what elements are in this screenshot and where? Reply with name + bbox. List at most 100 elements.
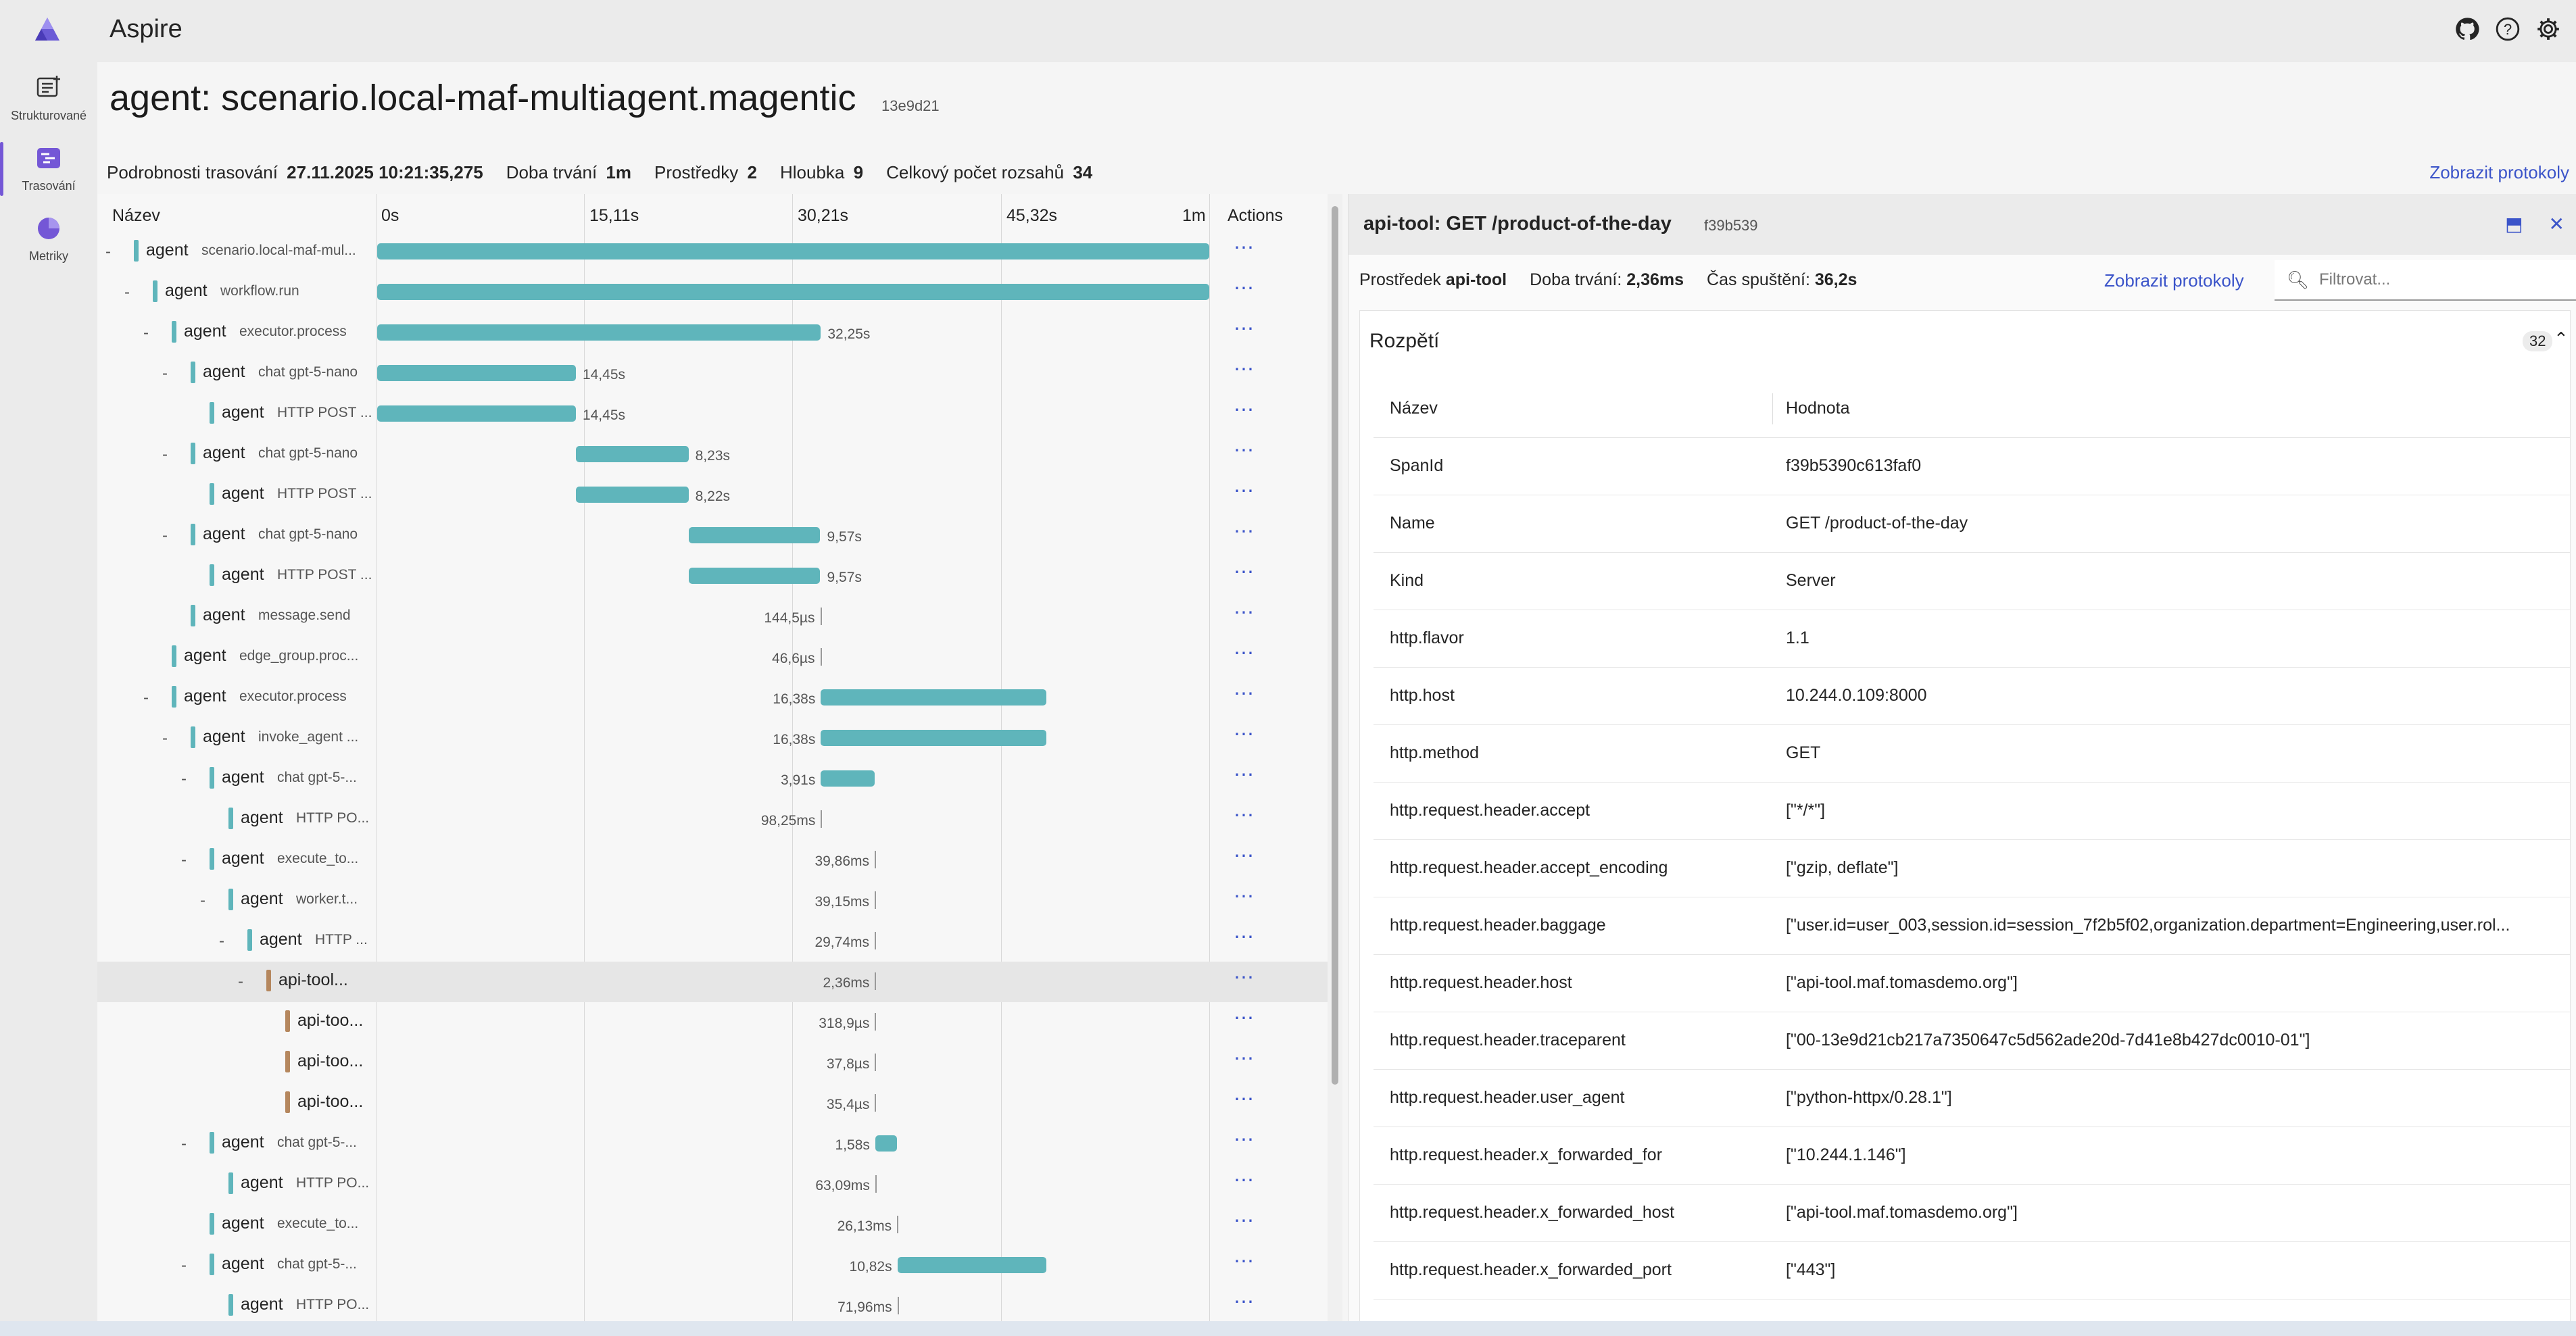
- name-column-header[interactable]: Název: [1390, 399, 1438, 418]
- more-actions-button[interactable]: ⋯: [1234, 1210, 1255, 1232]
- span-duration-bar[interactable]: [897, 1257, 1047, 1273]
- filter-input[interactable]: [2318, 268, 2564, 291]
- span-duration-tick[interactable]: [875, 1013, 877, 1031]
- scrollbar-thumb[interactable]: [1332, 206, 1338, 1085]
- attribute-row[interactable]: http.request.header.user_agent ["python-h…: [1374, 1069, 2570, 1127]
- span-duration-tick[interactable]: [821, 810, 823, 828]
- span-duration-bar[interactable]: [377, 365, 576, 381]
- span-row[interactable]: agent HTTP PO... 63,09ms ⋯: [97, 1164, 1328, 1205]
- span-row[interactable]: agent HTTP POST ... 8,22s ⋯: [97, 475, 1328, 516]
- span-row[interactable]: - agent chat gpt-5-nano 8,23s ⋯: [97, 435, 1328, 475]
- span-row[interactable]: - agent workflow.run ⋯: [97, 272, 1328, 313]
- name-column-header[interactable]: Název: [112, 206, 160, 225]
- collapse-toggle[interactable]: -: [124, 283, 130, 301]
- more-actions-button[interactable]: ⋯: [1234, 1047, 1255, 1070]
- span-duration-bar[interactable]: [688, 527, 821, 543]
- more-actions-button[interactable]: ⋯: [1234, 642, 1255, 664]
- span-row[interactable]: - agent executor.process 16,38s ⋯: [97, 678, 1328, 718]
- collapse-toggle[interactable]: -: [181, 1256, 187, 1275]
- nav-item-metrics[interactable]: Metriky: [0, 205, 97, 273]
- more-actions-button[interactable]: ⋯: [1234, 439, 1255, 462]
- more-actions-button[interactable]: ⋯: [1234, 601, 1255, 624]
- view-logs-link[interactable]: Zobrazit protokoly: [2429, 162, 2569, 182]
- more-actions-button[interactable]: ⋯: [1234, 520, 1255, 543]
- span-row[interactable]: - api-tool... 2,36ms ⋯: [97, 962, 1328, 1002]
- more-actions-button[interactable]: ⋯: [1234, 683, 1255, 705]
- github-icon[interactable]: [2453, 15, 2481, 43]
- span-duration-bar[interactable]: [377, 324, 821, 341]
- attribute-row[interactable]: http.host 10.244.0.109:8000: [1374, 667, 2570, 725]
- span-duration-tick[interactable]: [820, 648, 822, 666]
- attribute-row[interactable]: http.request.header.x_forwarded_port ["44…: [1374, 1241, 2570, 1300]
- more-actions-button[interactable]: ⋯: [1234, 399, 1255, 421]
- more-actions-button[interactable]: ⋯: [1234, 480, 1255, 502]
- nav-item-traces[interactable]: Trasování: [0, 135, 97, 203]
- more-actions-button[interactable]: ⋯: [1234, 358, 1255, 380]
- span-duration-tick[interactable]: [875, 891, 876, 909]
- more-actions-button[interactable]: ⋯: [1234, 926, 1255, 948]
- attribute-row[interactable]: SpanId f39b5390c613faf0: [1374, 437, 2570, 495]
- more-actions-button[interactable]: ⋯: [1234, 1129, 1255, 1151]
- collapse-toggle[interactable]: -: [162, 729, 168, 747]
- collapse-toggle[interactable]: -: [162, 526, 168, 545]
- span-row[interactable]: - agent invoke_agent ... 16,38s ⋯: [97, 718, 1328, 759]
- span-row[interactable]: agent message.send 144,5µs ⋯: [97, 597, 1328, 637]
- collapse-toggle[interactable]: -: [181, 770, 187, 788]
- attribute-row[interactable]: http.request.header.traceparent ["00-13e9…: [1374, 1012, 2570, 1070]
- more-actions-button[interactable]: ⋯: [1234, 1169, 1255, 1191]
- collapse-toggle[interactable]: -: [143, 689, 149, 707]
- span-duration-tick[interactable]: [875, 1094, 877, 1112]
- attribute-row[interactable]: http.request.header.accept_encoding ["gzi…: [1374, 839, 2570, 897]
- span-duration-tick[interactable]: [897, 1216, 899, 1233]
- span-row[interactable]: agent edge_group.proc... 46,6µs ⋯: [97, 637, 1328, 678]
- more-actions-button[interactable]: ⋯: [1234, 1250, 1255, 1272]
- span-row[interactable]: - agent chat gpt-5-nano 9,57s ⋯: [97, 516, 1328, 556]
- attribute-row[interactable]: http.request.header.x_forwarded_for ["10.…: [1374, 1127, 2570, 1185]
- span-row[interactable]: api-too... 35,4µs ⋯: [97, 1083, 1328, 1124]
- span-duration-bar[interactable]: [821, 689, 1047, 706]
- collapse-toggle[interactable]: -: [238, 972, 243, 991]
- column-separator[interactable]: [1772, 393, 1773, 424]
- attribute-row[interactable]: Kind Server: [1374, 552, 2570, 610]
- collapse-toggle[interactable]: -: [105, 243, 111, 261]
- span-row[interactable]: - agent executor.process 32,25s ⋯: [97, 313, 1328, 353]
- collapse-toggle[interactable]: -: [181, 1135, 187, 1153]
- trace-scrollbar[interactable]: [1328, 194, 1342, 1322]
- span-row[interactable]: agent HTTP PO... 71,96ms ⋯: [97, 1286, 1328, 1322]
- attribute-row[interactable]: http.request.header.host ["api-tool.maf.t…: [1374, 954, 2570, 1012]
- aspire-logo-icon[interactable]: [32, 15, 62, 45]
- collapse-toggle[interactable]: -: [181, 851, 187, 869]
- span-row[interactable]: - agent chat gpt-5-... 1,58s ⋯: [97, 1124, 1328, 1164]
- more-actions-button[interactable]: ⋯: [1234, 561, 1255, 583]
- attribute-row[interactable]: http.flavor 1.1: [1374, 610, 2570, 668]
- span-duration-tick[interactable]: [897, 1297, 899, 1314]
- more-actions-button[interactable]: ⋯: [1234, 1291, 1255, 1313]
- more-actions-button[interactable]: ⋯: [1234, 845, 1255, 867]
- more-actions-button[interactable]: ⋯: [1234, 764, 1255, 786]
- more-actions-button[interactable]: ⋯: [1234, 237, 1255, 259]
- collapse-toggle[interactable]: -: [200, 891, 205, 910]
- span-row[interactable]: - agent chat gpt-5-... 3,91s ⋯: [97, 759, 1328, 799]
- more-actions-button[interactable]: ⋯: [1234, 1007, 1255, 1029]
- collapse-toggle[interactable]: -: [219, 932, 224, 950]
- span-row[interactable]: api-too... 37,8µs ⋯: [97, 1043, 1328, 1083]
- span-row[interactable]: agent execute_to... 26,13ms ⋯: [97, 1205, 1328, 1245]
- help-icon[interactable]: ?: [2494, 15, 2522, 43]
- close-icon[interactable]: ✕: [2548, 214, 2565, 234]
- span-duration-tick[interactable]: [875, 1054, 877, 1071]
- span-duration-bar[interactable]: [377, 405, 576, 422]
- span-duration-bar[interactable]: [688, 568, 821, 584]
- span-duration-bar[interactable]: [575, 487, 689, 503]
- attribute-row[interactable]: http.method GET: [1374, 724, 2570, 783]
- more-actions-button[interactable]: ⋯: [1234, 966, 1255, 989]
- more-actions-button[interactable]: ⋯: [1234, 318, 1255, 340]
- span-row[interactable]: agent HTTP POST ... 14,45s ⋯: [97, 394, 1328, 435]
- attribute-row[interactable]: Name GET /product-of-the-day: [1374, 495, 2570, 553]
- more-actions-button[interactable]: ⋯: [1234, 885, 1255, 908]
- collapse-toggle[interactable]: -: [143, 324, 149, 342]
- collapse-toggle[interactable]: -: [162, 445, 168, 464]
- span-duration-tick[interactable]: [875, 851, 876, 868]
- span-row[interactable]: api-too... 318,9µs ⋯: [97, 1002, 1328, 1043]
- span-duration-tick[interactable]: [820, 608, 822, 625]
- filter-box[interactable]: 🔍︎: [2275, 260, 2576, 301]
